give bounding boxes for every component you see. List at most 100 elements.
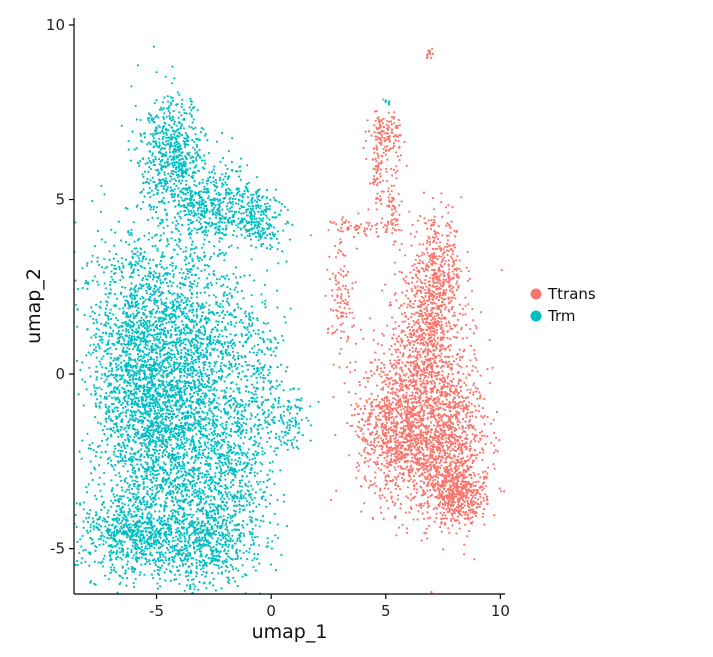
data-point: [411, 409, 414, 412]
data-point: [450, 287, 453, 290]
data-point: [394, 516, 397, 520]
data-point: [447, 234, 450, 237]
data-point: [410, 244, 413, 247]
data-point: [434, 312, 437, 315]
data-point: [447, 281, 450, 284]
data-point: [398, 405, 402, 408]
data-point: [380, 344, 383, 347]
data-point: [386, 135, 389, 138]
data-point: [155, 424, 158, 427]
data-point: [347, 337, 350, 340]
data-point: [447, 249, 450, 252]
data-point: [426, 500, 429, 503]
data-point: [334, 433, 337, 437]
data-point: [338, 248, 341, 251]
data-point: [410, 333, 413, 337]
data-point: [449, 405, 452, 408]
data-point: [355, 228, 358, 231]
data-point: [421, 320, 424, 323]
data-point: [465, 413, 468, 416]
data-point: [366, 227, 369, 230]
data-point: [112, 359, 115, 362]
data-point: [462, 510, 465, 514]
data-point: [382, 363, 386, 366]
data-point: [432, 413, 435, 416]
data-point: [443, 379, 447, 382]
data-point: [406, 448, 410, 451]
data-point: [396, 359, 399, 362]
data-point: [450, 519, 453, 523]
data-point: [386, 145, 389, 148]
data-point: [455, 288, 459, 292]
data-point: [438, 245, 441, 248]
data-point: [470, 483, 474, 486]
data-point: [410, 306, 413, 309]
data-point: [339, 301, 342, 304]
data-point: [426, 537, 429, 540]
data-point: [425, 395, 428, 399]
data-point: [410, 316, 413, 319]
data-point: [454, 297, 457, 300]
data-point: [398, 442, 401, 445]
data-point: [118, 307, 121, 310]
data-point: [441, 502, 444, 505]
data-point: [401, 361, 404, 364]
data-point: [386, 158, 389, 161]
data-point: [114, 363, 118, 366]
data-point: [457, 504, 460, 507]
data-point: [171, 389, 174, 392]
data-point: [120, 257, 123, 260]
data-point: [466, 408, 470, 411]
data-point: [460, 449, 463, 452]
data-point: [433, 384, 436, 387]
data-point: [418, 404, 421, 407]
data-point: [422, 424, 426, 427]
data-point: [340, 250, 343, 253]
data-point: [450, 308, 453, 311]
data-point: [424, 385, 427, 388]
data-point: [446, 469, 449, 472]
data-point: [416, 219, 419, 222]
data-point: [449, 325, 452, 328]
data-point: [438, 274, 441, 277]
data-point: [467, 396, 470, 399]
data-point: [455, 282, 458, 285]
data-point: [342, 311, 345, 314]
data-point: [424, 401, 427, 404]
data-point: [416, 357, 419, 361]
data-point: [409, 435, 412, 438]
data-point: [442, 408, 445, 411]
data-point: [100, 210, 103, 213]
data-point: [167, 284, 170, 288]
data-point: [338, 305, 341, 309]
data-point: [399, 421, 403, 424]
data-point: [456, 255, 459, 258]
data-point: [469, 511, 472, 514]
data-point: [420, 421, 423, 424]
data-point: [395, 534, 398, 537]
data-point: [85, 491, 88, 494]
data-point: [418, 315, 421, 318]
data-point: [397, 465, 400, 468]
data-point: [99, 300, 102, 304]
data-point: [335, 309, 338, 312]
data-point: [471, 454, 474, 457]
data-point: [433, 416, 436, 419]
data-point: [146, 485, 149, 488]
data-point: [455, 506, 458, 509]
data-point: [419, 380, 422, 383]
data-point: [85, 486, 88, 489]
data-point: [416, 328, 419, 331]
data-point: [105, 417, 108, 420]
data-point: [377, 136, 380, 139]
data-point: [435, 461, 438, 464]
data-point: [421, 423, 424, 426]
data-point: [405, 391, 408, 394]
data-point: [484, 484, 487, 487]
data-point: [393, 418, 396, 421]
data-point: [152, 374, 155, 377]
data-point: [100, 377, 103, 380]
data-point: [481, 515, 484, 518]
data-point: [396, 223, 399, 226]
data-point: [451, 372, 454, 376]
